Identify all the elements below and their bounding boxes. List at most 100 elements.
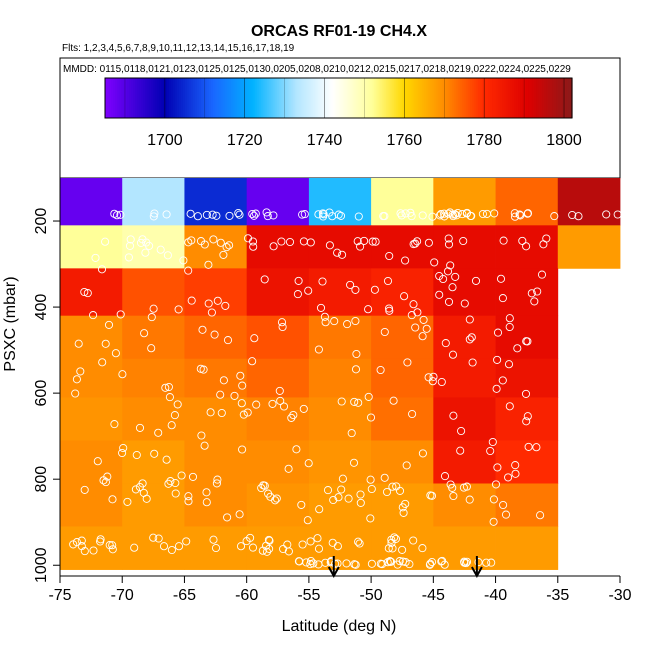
sample-point (209, 535, 218, 544)
colorbar-swatch (264, 78, 268, 118)
sample-point (99, 476, 108, 485)
sample-point (184, 266, 193, 275)
sample-point (337, 397, 346, 406)
sample-point (406, 208, 415, 217)
colorbar-swatch (516, 78, 519, 118)
heatmap-cell (246, 225, 310, 269)
sample-point (366, 475, 375, 484)
sample-point (366, 514, 375, 523)
sample-point (149, 533, 158, 542)
sample-point (537, 270, 547, 279)
colorbar-swatch (536, 78, 539, 118)
sample-point (351, 365, 361, 374)
sample-point (135, 423, 145, 432)
colorbar-swatch (496, 78, 499, 118)
colorbar-swatch (482, 78, 485, 118)
sample-point (239, 410, 248, 419)
sample-point (523, 209, 532, 218)
colorbar-swatch (332, 78, 336, 118)
sample-point (465, 315, 474, 324)
colorbar-swatch (306, 78, 310, 118)
heatmap-cell (122, 397, 185, 441)
sample-point (568, 210, 577, 220)
heatmap-cell (433, 178, 496, 226)
heatmap-cell (433, 268, 496, 317)
colorbar-swatch (164, 78, 168, 118)
sample-point (462, 482, 471, 491)
sample-point (452, 211, 461, 220)
sample-point (177, 471, 186, 480)
heatmap-cell (60, 225, 123, 269)
heatmap (60, 178, 621, 570)
colorbar-tick-label: 1800 (546, 132, 582, 149)
colorbar-swatch (260, 78, 264, 118)
colorbar-swatch (414, 78, 417, 118)
colorbar-swatch (172, 78, 176, 118)
y-tick-label: 400 (33, 294, 50, 321)
heatmap-cell (495, 268, 559, 317)
sample-point (250, 334, 259, 343)
sample-point (493, 328, 503, 337)
sample-point (279, 402, 289, 411)
sample-point (488, 437, 497, 447)
x-tick-label: -60 (235, 587, 258, 604)
colorbar-swatch (300, 78, 304, 118)
colorbar-swatch (132, 78, 136, 118)
sample-point (333, 248, 342, 257)
colorbar-swatch (566, 78, 569, 118)
heatmap-cell (371, 225, 434, 269)
sample-point (367, 559, 376, 568)
colorbar-swatch (394, 78, 397, 118)
colorbar-swatch (250, 78, 254, 118)
sample-point (125, 241, 135, 250)
colorbar-swatch (404, 78, 407, 118)
sample-point (202, 488, 211, 497)
sample-point (268, 399, 277, 408)
colorbar-swatch (544, 78, 547, 118)
colorbar-swatch (124, 78, 128, 118)
colorbar-swatch (144, 78, 148, 118)
colorbar-swatch (380, 78, 384, 118)
colorbar-swatch (568, 78, 571, 118)
sample-point (104, 320, 114, 329)
colorbar-swatch (184, 78, 188, 118)
sample-point (489, 495, 498, 504)
sample-point (272, 494, 281, 503)
sample-point (383, 558, 392, 567)
heatmap-cell (246, 526, 310, 570)
colorbar-swatch (110, 78, 114, 118)
heatmap-cell (433, 440, 496, 484)
colorbar-swatch (470, 78, 473, 118)
heatmap-cell (184, 315, 248, 360)
colorbar-swatch (510, 78, 513, 118)
sample-point (105, 541, 114, 550)
sample-point (401, 256, 410, 265)
sample-point (387, 538, 396, 547)
sample-point (411, 239, 420, 248)
sample-point (249, 242, 258, 251)
colorbar-swatch (472, 78, 475, 118)
colorbar-swatch (558, 78, 561, 118)
sample-point (366, 413, 376, 422)
colorbar-swatch (338, 78, 342, 118)
sample-point (456, 446, 465, 455)
sample-point (482, 558, 491, 567)
colorbar-tick-label: 1720 (227, 132, 263, 149)
sample-point (161, 383, 170, 392)
sample-point (460, 299, 469, 308)
sample-point (164, 382, 173, 392)
sample-point (309, 559, 318, 568)
sample-point (411, 323, 420, 332)
colorbar-swatch (154, 78, 158, 118)
sample-point (204, 299, 213, 308)
colorbar-swatch (108, 78, 112, 118)
colorbar-swatch (324, 78, 328, 118)
colorbar-swatch (118, 78, 122, 118)
sample-point (108, 495, 117, 504)
sample-point (444, 297, 454, 306)
heatmap-cell (433, 397, 496, 441)
sample-point (265, 544, 274, 553)
sample-point (493, 355, 502, 364)
colorbar-swatch (182, 78, 186, 118)
sample-point (471, 276, 481, 285)
